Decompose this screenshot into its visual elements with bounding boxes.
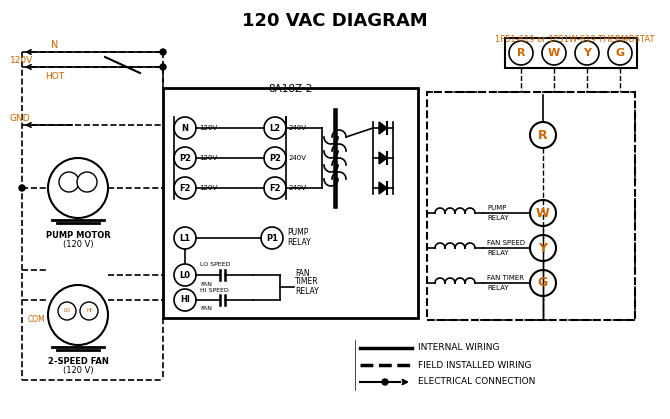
Circle shape: [264, 177, 286, 199]
Circle shape: [261, 227, 283, 249]
Text: F2: F2: [180, 184, 191, 192]
Text: HOT: HOT: [46, 72, 64, 80]
Text: FAN: FAN: [200, 282, 212, 287]
Text: RELAY: RELAY: [295, 287, 319, 295]
Circle shape: [174, 177, 196, 199]
Text: FAN: FAN: [200, 307, 212, 311]
Circle shape: [174, 147, 196, 169]
Text: P1: P1: [266, 233, 278, 243]
Circle shape: [542, 41, 566, 65]
Text: F2: F2: [269, 184, 281, 192]
Circle shape: [80, 302, 98, 320]
Text: 8A18Z-2: 8A18Z-2: [268, 84, 313, 94]
Text: 240V: 240V: [289, 155, 307, 161]
Circle shape: [264, 147, 286, 169]
Text: LO SPEED: LO SPEED: [200, 262, 230, 267]
Text: N: N: [182, 124, 188, 132]
Text: 120 VAC DIAGRAM: 120 VAC DIAGRAM: [242, 12, 428, 30]
Circle shape: [160, 64, 166, 70]
Text: RELAY: RELAY: [487, 285, 509, 291]
Text: 240V: 240V: [289, 185, 307, 191]
Circle shape: [160, 49, 166, 55]
Text: P2: P2: [179, 153, 191, 163]
Text: L1: L1: [180, 233, 190, 243]
Text: PUMP MOTOR: PUMP MOTOR: [46, 230, 111, 240]
Text: 2-SPEED FAN: 2-SPEED FAN: [48, 357, 109, 367]
Text: INTERNAL WIRING: INTERNAL WIRING: [418, 344, 500, 352]
Circle shape: [530, 200, 556, 226]
Text: L0: L0: [180, 271, 190, 279]
Circle shape: [19, 185, 25, 191]
Circle shape: [575, 41, 599, 65]
Text: L2: L2: [269, 124, 281, 132]
Circle shape: [264, 117, 286, 139]
Text: PUMP: PUMP: [487, 205, 507, 211]
Text: GND: GND: [10, 114, 31, 122]
Circle shape: [77, 172, 97, 192]
Bar: [505, 38, 637, 68]
Text: HI: HI: [86, 308, 92, 313]
Circle shape: [59, 172, 79, 192]
Text: P2: P2: [269, 153, 281, 163]
Text: 120V: 120V: [10, 55, 34, 65]
Circle shape: [174, 227, 196, 249]
Text: (120 V): (120 V): [63, 367, 93, 375]
Circle shape: [530, 235, 556, 261]
Text: G: G: [538, 277, 548, 290]
Circle shape: [48, 285, 108, 345]
Bar: [163, 88, 418, 318]
Text: Y: Y: [583, 48, 591, 58]
Text: LO: LO: [64, 308, 70, 313]
Text: HI SPEED: HI SPEED: [200, 289, 228, 293]
Text: ELECTRICAL CONNECTION: ELECTRICAL CONNECTION: [418, 378, 535, 386]
Text: W: W: [548, 48, 560, 58]
Text: 120V: 120V: [199, 185, 217, 191]
Circle shape: [174, 289, 196, 311]
Circle shape: [382, 379, 388, 385]
Polygon shape: [379, 182, 387, 194]
Text: RELAY: RELAY: [287, 238, 311, 246]
Circle shape: [608, 41, 632, 65]
Circle shape: [509, 41, 533, 65]
Circle shape: [174, 117, 196, 139]
Text: N: N: [52, 40, 59, 50]
Circle shape: [174, 264, 196, 286]
Text: COM: COM: [27, 316, 45, 324]
Text: PUMP: PUMP: [287, 228, 308, 236]
Text: 240V: 240V: [289, 125, 307, 131]
Text: (120 V): (120 V): [63, 240, 93, 248]
Text: R: R: [517, 48, 525, 58]
Text: HI: HI: [180, 295, 190, 305]
Text: W: W: [536, 207, 550, 220]
Text: RELAY: RELAY: [487, 250, 509, 256]
Text: FAN SPEED: FAN SPEED: [487, 240, 525, 246]
Text: G: G: [616, 48, 624, 58]
Text: 120V: 120V: [199, 155, 217, 161]
Circle shape: [58, 302, 76, 320]
Text: 120V: 120V: [199, 125, 217, 131]
Text: Y: Y: [539, 241, 547, 254]
Polygon shape: [379, 122, 387, 134]
Text: FIELD INSTALLED WIRING: FIELD INSTALLED WIRING: [418, 360, 531, 370]
Circle shape: [48, 158, 108, 218]
Circle shape: [530, 270, 556, 296]
Circle shape: [530, 122, 556, 148]
Text: 1F51-619 or 1F51W-619 THERMOSTAT: 1F51-619 or 1F51W-619 THERMOSTAT: [495, 35, 655, 44]
Polygon shape: [379, 152, 387, 164]
Text: R: R: [538, 129, 548, 142]
Text: FAN: FAN: [295, 269, 310, 277]
Text: RELAY: RELAY: [487, 215, 509, 221]
Text: TIMER: TIMER: [295, 277, 319, 287]
Text: FAN TIMER: FAN TIMER: [487, 275, 524, 281]
Bar: [427, 92, 635, 320]
